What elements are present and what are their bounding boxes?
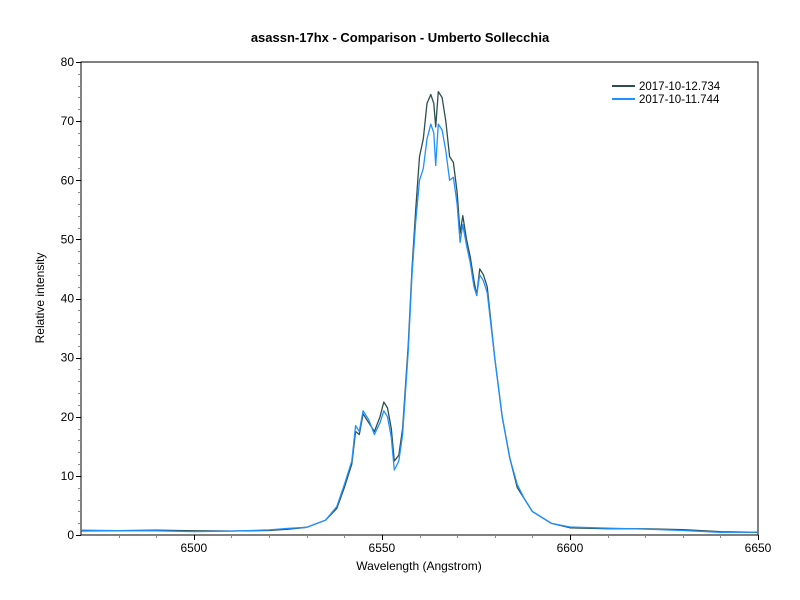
y-tick-label: 0 bbox=[67, 528, 74, 542]
x-tick-label: 6550 bbox=[369, 541, 396, 555]
x-tick-label: 6500 bbox=[180, 541, 207, 555]
x-axis-title: Wavelength (Angstrom) bbox=[356, 559, 482, 573]
legend-label-0: 2017-10-12.734 bbox=[639, 81, 721, 93]
y-tick-label: 50 bbox=[61, 232, 75, 246]
y-tick-label: 30 bbox=[61, 351, 75, 365]
series-line-0 bbox=[80, 90, 759, 533]
y-tick-label: 10 bbox=[61, 469, 75, 483]
chart-title: asassn-17hx - Comparison - Umberto Solle… bbox=[250, 30, 550, 45]
axes: 0 10 20 30 40 50 60 70 80 6500 6550 6600 6650 bbox=[61, 55, 772, 555]
x-tick-label: 6650 bbox=[745, 541, 772, 555]
y-tick-label: 20 bbox=[61, 410, 75, 424]
plot-frame bbox=[80, 61, 759, 536]
legend-label-1: 2017-10-11.744 bbox=[639, 94, 720, 106]
y-tick-label: 60 bbox=[61, 173, 75, 187]
x-tick-label: 6600 bbox=[557, 541, 584, 555]
series-line-1 bbox=[80, 123, 759, 533]
y-tick-label: 40 bbox=[61, 292, 75, 306]
y-tick-label: 70 bbox=[61, 114, 75, 128]
series-layer bbox=[80, 90, 759, 533]
y-tick-label: 80 bbox=[61, 55, 75, 69]
